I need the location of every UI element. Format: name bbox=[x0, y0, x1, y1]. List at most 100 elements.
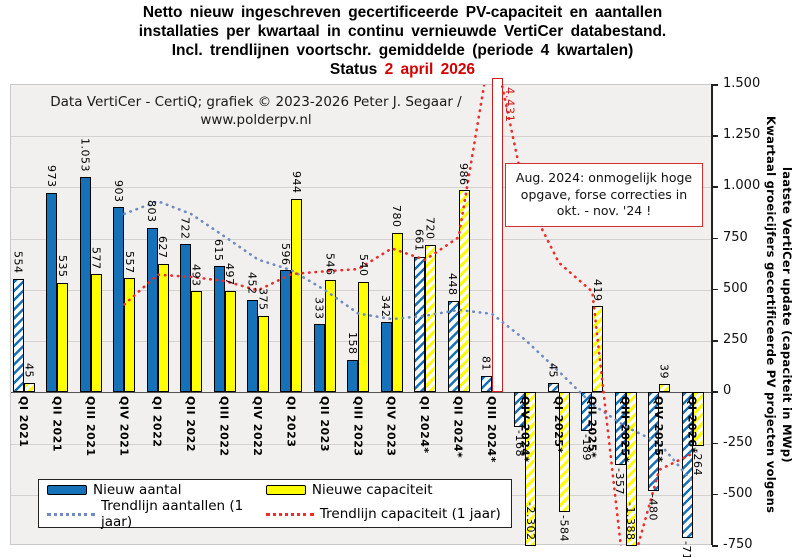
bar-nieuwe-capaciteit-QI-2021 bbox=[24, 383, 35, 393]
annotation-line-3: okt. - nov. '24 ! bbox=[556, 203, 652, 218]
legend-label: Nieuwe capaciteit bbox=[311, 482, 433, 498]
x-axis-label: QI 2024* bbox=[418, 396, 432, 454]
bar-nieuwe-capaciteit-QIII-2025 bbox=[625, 392, 637, 546]
data-source-caption: Data VertiCer - CertiQ; grafiek © 2023-2… bbox=[11, 93, 501, 129]
y-axis-tick bbox=[712, 84, 718, 86]
chart-title: Netto nieuw ingeschreven gecertificeerde… bbox=[0, 3, 805, 79]
y-axis-tick bbox=[712, 288, 718, 291]
bar-value-label: 557 bbox=[122, 250, 136, 274]
data-source-line-2: www.polderpv.nl bbox=[200, 112, 312, 128]
bar-value-label: 333 bbox=[312, 296, 326, 320]
bar-nieuwe-capaciteit-QIV-2022 bbox=[258, 315, 269, 393]
x-axis-label: QI 2025* bbox=[551, 396, 565, 454]
legend-item-nieuwe-capaciteit: Nieuwe capaciteit bbox=[265, 482, 503, 498]
y-axis-tick-label: 1.250 bbox=[723, 127, 761, 143]
y-axis-tick-label: 1.500 bbox=[723, 76, 761, 91]
y-axis-title-line-1: Kwartaal groeicijfers gecertificeerde PV… bbox=[764, 115, 778, 514]
data-source-line-1: Data VertiCer - CertiQ; grafiek © 2023-2… bbox=[50, 94, 462, 110]
x-axis-label: QIII 2025* bbox=[618, 396, 632, 464]
bar-nieuwe-capaciteit-QIII-2023 bbox=[358, 281, 370, 393]
x-axis-label: QIV 2025* bbox=[652, 396, 666, 463]
bar-nieuwe-capaciteit-QIV-2021 bbox=[124, 278, 136, 393]
y-axis-title: Kwartaal groeicijfers gecertificeerde PV… bbox=[763, 84, 794, 545]
x-axis-label: QIV 2023 bbox=[384, 396, 398, 457]
x-axis-label: QIII 2023 bbox=[351, 396, 365, 457]
bar-value-label: 546 bbox=[323, 252, 337, 276]
annotation-line-1: Aug. 2024: onmogelijk hoge bbox=[515, 170, 693, 185]
bar-nieuw-aantal-QIII-2024 bbox=[481, 375, 492, 393]
y-axis-tick bbox=[712, 493, 718, 496]
bar-value-label: 158 bbox=[345, 332, 359, 355]
y-axis-tick-label: -500 bbox=[723, 485, 753, 501]
bar-nieuw-aantal-QI-2021 bbox=[13, 278, 24, 393]
bar-value-label: 1.053 bbox=[78, 137, 92, 172]
chart-status-line: Status 2 april 2026 bbox=[0, 60, 805, 79]
status-label: Status bbox=[329, 61, 385, 78]
bar-value-label: -2.302 bbox=[523, 501, 537, 540]
bar-value-label: 45 bbox=[546, 363, 560, 379]
bar-nieuwe-capaciteit-QIV-2023 bbox=[391, 232, 403, 393]
bar-nieuwe-capaciteit-QI-2026 bbox=[692, 392, 704, 447]
bar-value-label: 493 bbox=[189, 263, 203, 287]
bar-value-label: 803 bbox=[145, 200, 159, 223]
bar-value-label: 720 bbox=[423, 217, 437, 240]
bar-value-label: -264 bbox=[691, 449, 705, 477]
y-axis-tick bbox=[712, 391, 718, 393]
bar-value-label: -712 bbox=[680, 541, 694, 557]
x-axis-label: QIII 2024* bbox=[485, 396, 498, 464]
bar-nieuw-aantal-QIII-2025 bbox=[614, 392, 626, 466]
bar-value-label: 419 bbox=[590, 279, 604, 302]
x-axis-label: QIV 2021 bbox=[117, 396, 131, 457]
bar-value-label: -1.388 bbox=[624, 501, 638, 540]
y-axis-tick bbox=[712, 442, 718, 445]
bar-value-label: 986 bbox=[457, 162, 471, 186]
bar-nieuwe-capaciteit-QI-2023 bbox=[291, 198, 303, 393]
bar-nieuwe-capaciteit-QII-2021 bbox=[57, 282, 69, 393]
bar-nieuw-aantal-QII-2022 bbox=[180, 244, 192, 393]
bar-nieuwe-capaciteit-QIV-2025 bbox=[659, 384, 671, 393]
legend-swatch-blue-bar bbox=[47, 485, 87, 495]
annotation-line-2: opgave, forse correcties in bbox=[520, 186, 688, 202]
bar-value-label: 661 bbox=[412, 229, 426, 252]
y-axis-tick bbox=[712, 340, 718, 342]
bar-nieuw-aantal-QI-2026 bbox=[681, 392, 693, 539]
x-axis-label: QII 2025* bbox=[585, 396, 599, 459]
bar-value-label: 375 bbox=[256, 288, 270, 311]
annotation-box: Aug. 2024: onmogelijk hoge opgave, forse… bbox=[505, 163, 703, 227]
y-axis-tick-label: 0 bbox=[723, 383, 732, 399]
bar-nieuwe-capaciteit-QII-2022 bbox=[191, 291, 203, 393]
bar-nieuw-aantal-QIV-2022 bbox=[247, 299, 258, 393]
bar-nieuw-aantal-QIV-2025 bbox=[648, 392, 660, 491]
legend-label: Nieuw aantal bbox=[93, 482, 182, 498]
bar-nieuw-aantal-QI-2025 bbox=[547, 383, 559, 393]
bar-nieuwe-capaciteit-QII-2023 bbox=[324, 280, 336, 393]
x-axis-label: QII 2021 bbox=[50, 396, 64, 453]
x-axis-label: QII 2022 bbox=[184, 396, 198, 453]
x-axis-label: QIII 2022 bbox=[217, 396, 231, 457]
bar-value-label: -357 bbox=[613, 468, 627, 496]
bar-nieuwe-capaciteit-QIV-2024 bbox=[525, 392, 537, 546]
bar-nieuw-aantal-QII-2021 bbox=[46, 192, 58, 393]
bar-nieuw-aantal-QIII-2021 bbox=[79, 176, 91, 393]
bar-nieuwe-capaciteit-QIII-2022 bbox=[224, 290, 236, 393]
bar-nieuw-aantal-QIV-2024 bbox=[514, 392, 526, 427]
bar-value-label: 554 bbox=[11, 251, 25, 274]
bar-nieuw-aantal-QII-2023 bbox=[313, 324, 325, 393]
bar-nieuw-aantal-QI-2023 bbox=[280, 270, 292, 393]
plot-area: Data VertiCer - CertiQ; grafiek © 2023-2… bbox=[10, 78, 712, 557]
x-axis-label: QI 2021 bbox=[17, 396, 30, 448]
bar-value-label: 903 bbox=[111, 179, 125, 203]
bar-value-label: 627 bbox=[156, 236, 170, 259]
x-axis-label: QIV 2022 bbox=[251, 396, 264, 457]
bar-nieuw-aantal-QIII-2022 bbox=[213, 266, 225, 393]
legend-swatch-blue-dotted-line bbox=[47, 512, 95, 516]
x-axis-label: QII 2023 bbox=[317, 396, 331, 453]
bar-nieuwe-capaciteit-QIII-2021 bbox=[90, 274, 102, 393]
bar-value-label: -480 bbox=[646, 493, 660, 521]
y-axis-tick-label: -750 bbox=[723, 537, 753, 552]
bar-nieuwe-capaciteit-QI-2025 bbox=[558, 392, 570, 512]
bar-nieuw-aantal-QIV-2021 bbox=[113, 207, 125, 393]
y-axis-tick bbox=[712, 186, 718, 188]
bar-nieuw-aantal-QII-2025 bbox=[581, 392, 593, 432]
